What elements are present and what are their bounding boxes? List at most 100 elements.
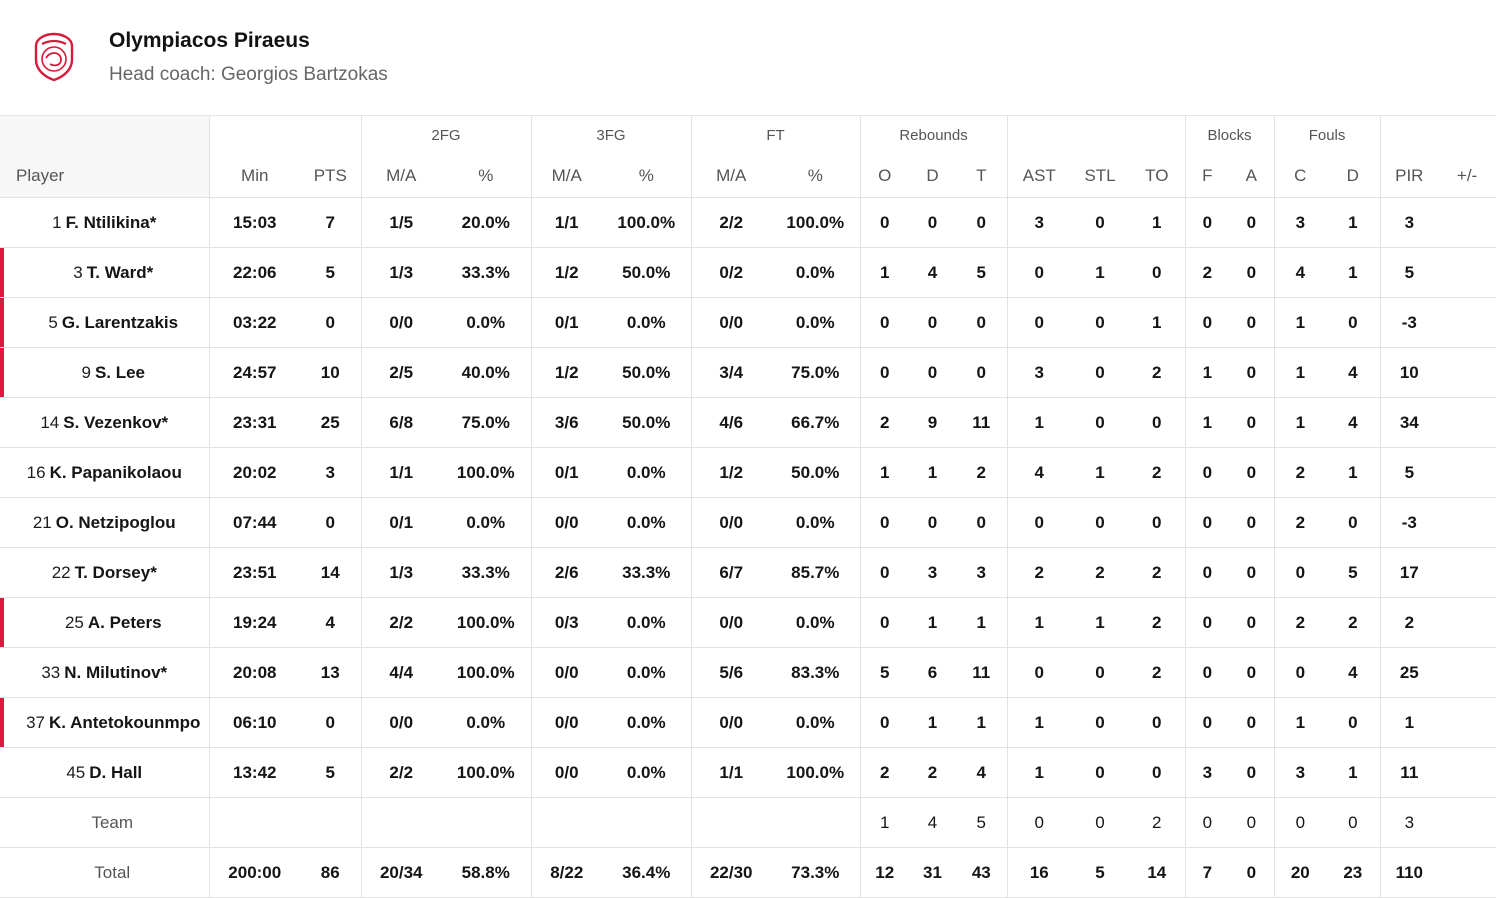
stat-pts: 5 [300, 247, 361, 298]
stat-2fg-pct: 100.0% [441, 747, 531, 798]
col-header-ast[interactable]: AST [1006, 154, 1072, 198]
player-cell[interactable]: 5 G. Larentzakis [0, 297, 209, 348]
stat-pts: 86 [300, 847, 361, 898]
stat-plus-minus [1438, 797, 1496, 848]
stat-plus-minus [1438, 747, 1496, 798]
col-header-stl[interactable]: STL [1071, 154, 1130, 198]
player-name[interactable]: O. Netzipoglou [55, 512, 176, 532]
player-name[interactable]: S. Lee [94, 362, 146, 382]
stat-3fg-pct: 0.0% [602, 597, 691, 648]
stat-3fg-pct: 0.0% [602, 747, 691, 798]
col-header-reb-d[interactable]: D [909, 154, 957, 198]
stat-3fg-pct: 33.3% [602, 547, 691, 598]
player-cell[interactable]: 33 N. Milutinov* [0, 647, 209, 698]
stat-blk-f: 2 [1184, 247, 1230, 298]
col-header-plus-minus[interactable]: +/- [1438, 154, 1496, 198]
player-cell[interactable]: 22 T. Dorsey* [0, 547, 209, 598]
player-row: 22 T. Dorsey* 23:51 14 1/3 33.3% 2/6 33.3% 6/7 85… [0, 547, 1496, 598]
col-header-reb-t[interactable]: T [956, 154, 1008, 198]
stat-blk-a: 0 [1229, 647, 1275, 698]
player-name[interactable]: K. Antetokounmpo [49, 712, 201, 732]
player-name[interactable]: F. Ntilikina* [65, 212, 157, 232]
player-name[interactable]: S. Vezenkov* [63, 412, 169, 432]
player-cell[interactable]: 3 T. Ward* [0, 247, 209, 298]
col-header-ft-pct[interactable]: % [771, 154, 861, 198]
stat-min: 20:02 [208, 447, 300, 498]
stat-reb-o: 2 [859, 397, 910, 448]
col-header-blk-f[interactable]: F [1184, 154, 1230, 198]
stat-plus-minus [1438, 447, 1496, 498]
stat-blk-a: 0 [1229, 597, 1275, 648]
stat-reb-d: 4 [909, 247, 957, 298]
stat-2fg-ma [360, 797, 441, 848]
stat-pir: -3 [1379, 297, 1439, 348]
stat-foul-d: 23 [1326, 847, 1381, 898]
col-header-foul-c[interactable]: C [1273, 154, 1327, 198]
player-name[interactable]: T. Ward* [86, 262, 154, 282]
player-name[interactable]: D. Hall [89, 762, 143, 782]
col-header-foul-d[interactable]: D [1326, 154, 1381, 198]
player-cell[interactable]: 1 F. Ntilikina* [0, 197, 209, 248]
stat-foul-d: 1 [1326, 197, 1381, 248]
stat-2fg-pct: 0.0% [441, 297, 531, 348]
stat-ast: 16 [1006, 847, 1072, 898]
stat-min: 13:42 [208, 747, 300, 798]
stat-reb-t: 5 [956, 797, 1008, 848]
stat-reb-d: 0 [909, 497, 957, 548]
stat-ast: 2 [1006, 547, 1072, 598]
stat-stl: 0 [1071, 797, 1130, 848]
player-name[interactable]: G. Larentzakis [61, 312, 179, 332]
col-header-2fg-ma[interactable]: M/A [360, 154, 441, 198]
team-row: Team 1 4 5 0 0 2 0 0 0 0 3 [0, 797, 1496, 848]
col-header-pir[interactable]: PIR [1379, 154, 1439, 198]
stat-plus-minus [1438, 197, 1496, 248]
col-header-blk-a[interactable]: A [1229, 154, 1275, 198]
col-header-reb-o[interactable]: O [859, 154, 910, 198]
stat-ft-ma: 5/6 [690, 647, 771, 698]
jersey-number: 9 [81, 362, 91, 382]
col-header-2fg-pct[interactable]: % [441, 154, 531, 198]
player-row: 33 N. Milutinov* 20:08 13 4/4 100.0% 0/0 0.0% 5/… [0, 647, 1496, 698]
player-cell[interactable]: 37 K. Antetokounmpo [0, 697, 209, 748]
col-header-3fg-pct[interactable]: % [602, 154, 691, 198]
jersey-number: 5 [48, 312, 58, 332]
stat-foul-c: 1 [1273, 397, 1327, 448]
player-name[interactable]: K. Papanikolaou [49, 462, 182, 482]
stat-reb-o: 1 [859, 797, 910, 848]
stat-reb-t: 5 [956, 247, 1008, 298]
player-cell[interactable]: 14 S. Vezenkov* [0, 397, 209, 448]
stat-pir: 34 [1379, 397, 1439, 448]
player-name[interactable]: A. Peters [87, 612, 162, 632]
col-header-pts[interactable]: PTS [300, 154, 361, 198]
col-header-3fg-ma[interactable]: M/A [530, 154, 602, 198]
stat-2fg-pct: 0.0% [441, 497, 531, 548]
stat-3fg-ma: 3/6 [530, 397, 602, 448]
stat-ft-ma: 1/1 [690, 747, 771, 798]
stat-2fg-ma: 2/2 [360, 747, 441, 798]
col-header-to[interactable]: TO [1129, 154, 1186, 198]
stat-foul-c: 2 [1273, 597, 1327, 648]
stat-ft-pct [771, 797, 861, 848]
col-header-min[interactable]: Min [208, 154, 300, 198]
player-name[interactable]: N. Milutinov* [64, 662, 168, 682]
stat-pir: 3 [1379, 797, 1439, 848]
stat-2fg-pct: 20.0% [441, 197, 531, 248]
player-cell[interactable]: 21 O. Netzipoglou [0, 497, 209, 548]
col-header-player[interactable]: Player [0, 154, 209, 198]
player-row: 45 D. Hall 13:42 5 2/2 100.0% 0/0 0.0% 1/1 100.0%… [0, 747, 1496, 798]
player-cell[interactable]: 45 D. Hall [0, 747, 209, 798]
player-cell[interactable]: 25 A. Peters [0, 597, 209, 648]
group-3fg: 3FG [530, 116, 691, 154]
stat-ft-pct: 73.3% [771, 847, 861, 898]
stat-reb-d: 0 [909, 297, 957, 348]
stat-plus-minus [1438, 347, 1496, 398]
stat-min: 200:00 [208, 847, 300, 898]
player-name[interactable]: T. Dorsey* [74, 562, 157, 582]
stat-2fg-ma: 1/1 [360, 447, 441, 498]
stat-2fg-ma: 4/4 [360, 647, 441, 698]
col-header-ft-ma[interactable]: M/A [690, 154, 771, 198]
stat-pir: 1 [1379, 697, 1439, 748]
player-cell: Team [0, 797, 209, 848]
player-cell[interactable]: 9 S. Lee [0, 347, 209, 398]
player-cell[interactable]: 16 K. Papanikolaou [0, 447, 209, 498]
